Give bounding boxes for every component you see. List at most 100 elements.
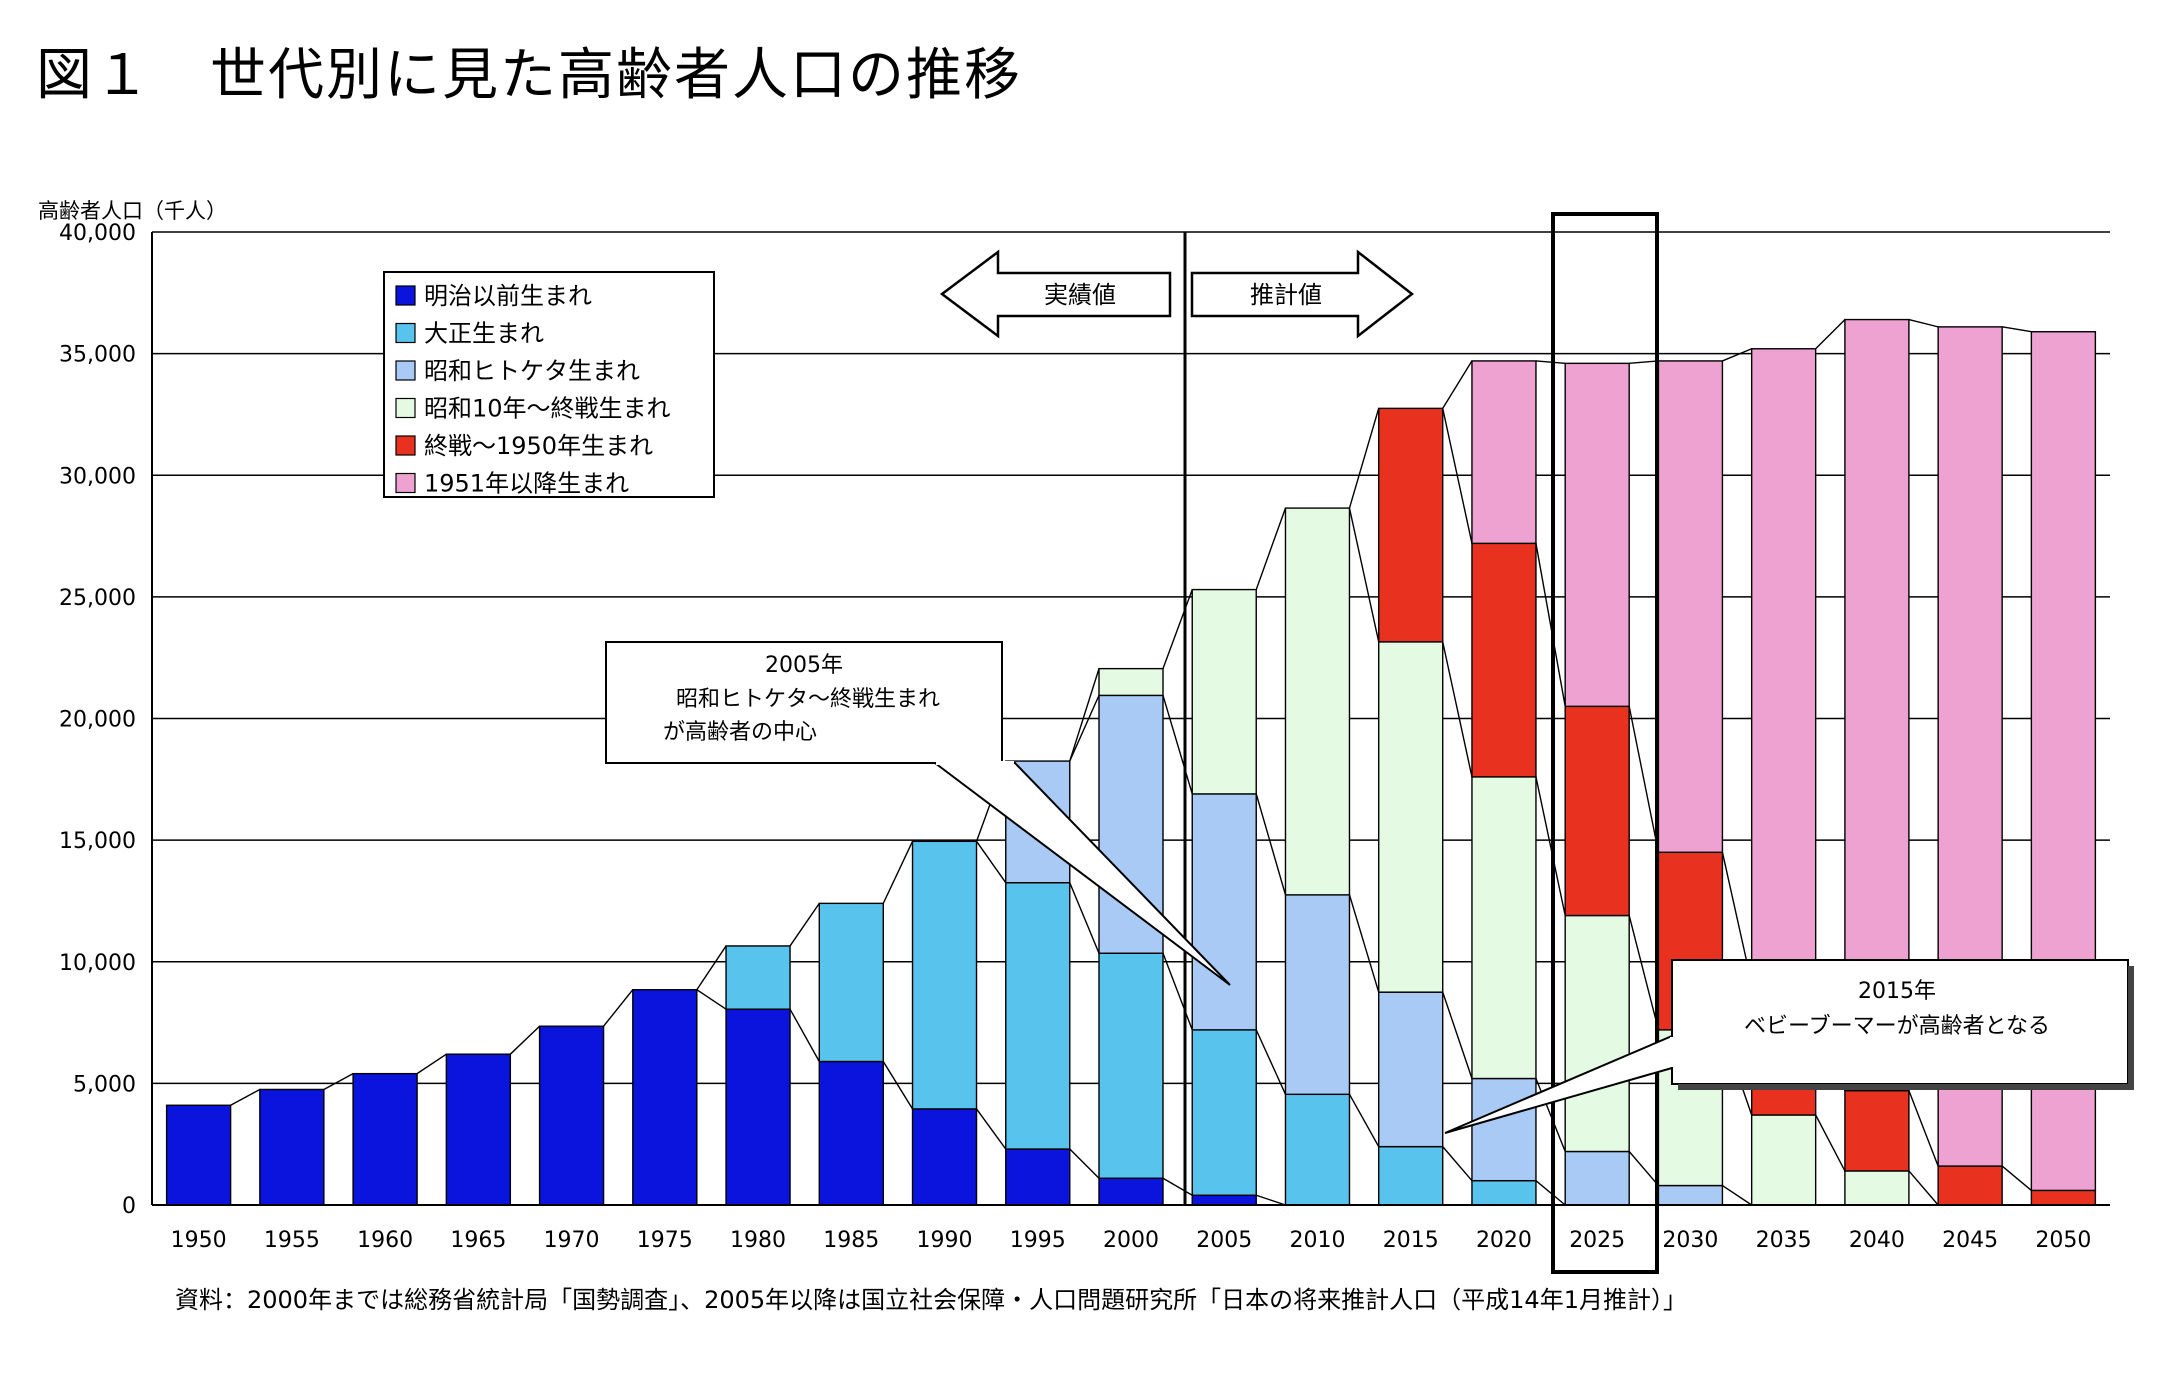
highlight-2025-frame (1551, 212, 1659, 1274)
connector-line (1348, 507, 1380, 643)
bar-segment (165, 1104, 232, 1206)
bar-segment (1750, 1114, 1817, 1206)
bar-segment (2030, 1189, 2097, 1206)
connector-line (975, 840, 1007, 884)
connector-line (789, 1008, 820, 1062)
actual-arrow-label: 実績値 (1044, 281, 1116, 309)
connector-line (603, 989, 634, 1027)
connector-line (1162, 1177, 1193, 1196)
x-tick-label: 2035 (1756, 1228, 1812, 1253)
legend: 明治以前生まれ大正生まれ昭和ヒトケタ生まれ昭和10年～終戦生まれ終戦～1950年… (383, 271, 715, 498)
x-tick-label: 1965 (450, 1228, 506, 1253)
connector-line (1535, 1078, 1566, 1152)
x-tick-label: 1985 (823, 1228, 879, 1253)
x-tick-label: 1995 (1010, 1228, 1066, 1253)
x-tick-label: 2015 (1383, 1228, 1439, 1253)
bar-segment (1844, 1089, 1910, 1172)
legend-swatch (395, 360, 416, 381)
figure-title: 図１ 世代別に見た高齢者人口の推移 (36, 43, 1022, 108)
bar-segment (259, 1088, 325, 1206)
bar-segment (725, 945, 791, 1010)
bar-segment (1564, 914, 1630, 1153)
x-tick-label: 2040 (1849, 1228, 1905, 1253)
x-tick-label: 2010 (1289, 1228, 1345, 1253)
y-tick-label: 0 (122, 1194, 136, 1219)
tick-labels: 0 5,000 10,000 15,000 20,000 25,000 30,000 35,0… (59, 221, 2091, 1253)
bar-segment (1005, 881, 1071, 1150)
connector-line (323, 1073, 354, 1091)
bar-segment (352, 1072, 418, 1206)
callout-2005: 2005年 昭和ヒトケタ～終戦生まれ が高齢者の中心 (605, 641, 1231, 986)
connector-line (1908, 1090, 1939, 1167)
connector-line (230, 1088, 261, 1106)
bar-segment (1844, 1170, 1910, 1206)
connector-line (1535, 543, 1566, 707)
connector-line (882, 1061, 914, 1110)
connector-line (1628, 1151, 1659, 1186)
connector-line (1162, 952, 1193, 1031)
connector-line (1535, 360, 1566, 365)
callout-2015: 2015年 ベビーブーマーが高齢者となる (1444, 959, 2134, 1134)
connector-line (1069, 882, 1100, 954)
bar-segment (1657, 1184, 1724, 1206)
x-tick-label: 1950 (171, 1228, 227, 1253)
connector-line (416, 1053, 447, 1075)
connector-line (696, 945, 727, 991)
projected-arrow-label: 推計値 (1250, 281, 1322, 309)
legend-swatch (395, 472, 416, 494)
y-axis-label: 高齢者人口（千人） (38, 199, 227, 223)
x-tick-label: 2005 (1196, 1228, 1252, 1253)
connector-line (1255, 507, 1287, 590)
y-tick-label: 25,000 (59, 586, 136, 611)
callout-2005-line-1: 2005年 (765, 653, 843, 678)
bar-segment (1564, 362, 1630, 708)
bar-segment (1378, 407, 1444, 643)
x-tick-label: 1990 (917, 1228, 973, 1253)
bar-segment (1937, 1165, 2003, 1206)
x-tick-label: 2025 (1569, 1228, 1625, 1253)
connector-line (1255, 1029, 1287, 1095)
connector-line (2002, 326, 2032, 333)
connector-line (1628, 706, 1660, 853)
callout-2015-line-2: ベビーブーマーが高齢者となる (1744, 1014, 2050, 1039)
connector-line (1348, 1093, 1380, 1147)
legend-swatch (395, 285, 416, 306)
legend-box (383, 271, 715, 498)
bar-segment (1284, 507, 1351, 896)
x-tick-label: 2000 (1103, 1228, 1159, 1253)
connector-line (1535, 1180, 1566, 1206)
connector-line (1908, 318, 1939, 328)
bar-segment (1471, 776, 1537, 1080)
projected-arrow: 推計値 (1190, 249, 1415, 339)
bar-segment (911, 1108, 978, 1206)
x-tick-label: 2030 (1662, 1228, 1718, 1253)
connector-line (1442, 1146, 1473, 1182)
legend-label: 大正生まれ (424, 320, 544, 348)
x-tick-label: 1955 (264, 1228, 320, 1253)
connector-line (789, 902, 820, 947)
bar-segment (818, 1060, 884, 1206)
legend-swatch (395, 322, 416, 344)
bar-segment (1564, 1150, 1630, 1206)
connector-line (1442, 360, 1473, 409)
bar-segment (1750, 348, 1817, 985)
legend-label: 終戦～1950年生まれ (424, 432, 653, 460)
connector-line (1069, 695, 1100, 762)
connector-line (1256, 1194, 1286, 1206)
bar-segment (1471, 360, 1537, 545)
bar-segment (1284, 1093, 1351, 1206)
x-tick-label: 1970 (544, 1228, 600, 1253)
y-tick-label: 30,000 (59, 464, 136, 489)
callout-2015-line-1: 2015年 (1858, 979, 1936, 1004)
x-tick-label: 2050 (2035, 1228, 2091, 1253)
connector-line (1722, 348, 1752, 362)
legend-label: 1951年以降生まれ (424, 470, 629, 498)
connector-line (1348, 408, 1380, 509)
x-tick-label: 1960 (357, 1228, 413, 1253)
x-tick-label: 2045 (1942, 1228, 1998, 1253)
bar-segment (1471, 1179, 1537, 1206)
connector-line (1348, 894, 1380, 993)
connector-line (1629, 360, 1659, 365)
bar-segment (1284, 894, 1351, 1096)
